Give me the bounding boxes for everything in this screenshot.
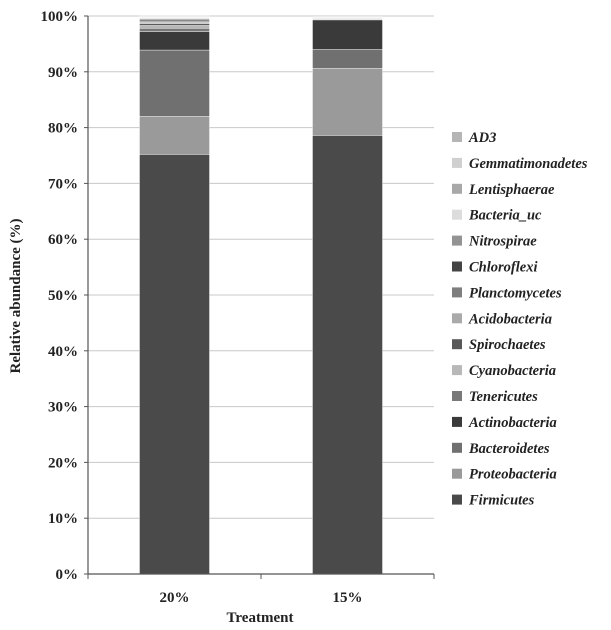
legend-label: Bacteria_uc (468, 208, 542, 224)
bar-segment (139, 154, 210, 575)
legend-label: Lentisphaerae (468, 182, 555, 198)
legend-swatch (452, 261, 462, 272)
bar-segment (139, 15, 210, 17)
bar-segment (139, 28, 210, 32)
legend-swatch (452, 157, 462, 168)
x-tick-label: 15% (333, 590, 363, 606)
bars (139, 15, 383, 575)
legend-label: Planctomycetes (469, 285, 562, 301)
legend: AD3 Gemmatimonadetes Lentisphaerae Bacteria… (452, 130, 588, 509)
legend-swatch (452, 235, 462, 246)
legend-swatch (452, 209, 462, 220)
y-tick-label: 0% (56, 567, 79, 583)
legend-label: AD3 (468, 130, 496, 146)
y-tick-labels: 0% 10% 20% 30% 40% 50% 60% 70% 80% 90% 100% (41, 9, 79, 583)
legend-swatch (452, 494, 462, 505)
x-axis-title: Treatment (227, 610, 294, 626)
legend-swatch (452, 132, 462, 142)
y-tick-label: 10% (48, 511, 78, 527)
bar-segment (139, 23, 210, 26)
legend-swatch (452, 365, 462, 376)
bar-segment (139, 21, 210, 25)
legend-swatch (452, 313, 462, 324)
legend-swatch (452, 468, 462, 479)
legend-swatch (452, 416, 462, 427)
legend-swatch (452, 183, 462, 194)
y-tick-label: 100% (41, 9, 79, 25)
bar-segment (139, 31, 210, 51)
x-tick-labels: 20% 15% (160, 590, 363, 606)
bar-segment (312, 135, 383, 575)
y-tick-label: 40% (48, 344, 78, 360)
legend-label: Gemmatimonadetes (469, 156, 588, 172)
y-tick-label: 60% (48, 232, 78, 248)
y-tick-label: 70% (48, 176, 78, 192)
legend-swatch (452, 339, 462, 350)
bar-segment (312, 19, 383, 50)
y-axis-title: Relative abundance (%) (8, 219, 24, 374)
legend-label: Firmicutes (468, 493, 535, 509)
legend-label: Spirochaetes (469, 337, 546, 353)
bar-segment (139, 116, 210, 155)
bar-segment (312, 49, 383, 69)
legend-label: Actinobacteria (468, 415, 557, 431)
legend-label: Bacteroidetes (468, 441, 550, 457)
legend-label: Proteobacteria (469, 467, 557, 483)
axes (84, 15, 435, 579)
legend-swatch (452, 442, 462, 453)
y-tick-label: 30% (48, 400, 78, 416)
bar-segment (312, 68, 383, 136)
legend-label: Acidobacteria (468, 311, 552, 327)
y-tick-label: 50% (48, 288, 78, 304)
bar-segment (139, 25, 210, 29)
y-tick-label: 80% (48, 121, 78, 137)
legend-label: Cyanobacteria (469, 363, 556, 379)
legend-label: Tenericutes (469, 389, 538, 405)
legend-label: Nitrospirae (468, 234, 537, 250)
legend-swatch (452, 287, 462, 298)
legend-swatch (452, 391, 462, 401)
x-tick-label: 20% (160, 590, 190, 606)
bar-segment (139, 49, 210, 117)
y-tick-label: 20% (48, 455, 78, 471)
y-tick-label: 90% (48, 65, 78, 81)
legend-label: Chloroflexi (469, 260, 537, 276)
